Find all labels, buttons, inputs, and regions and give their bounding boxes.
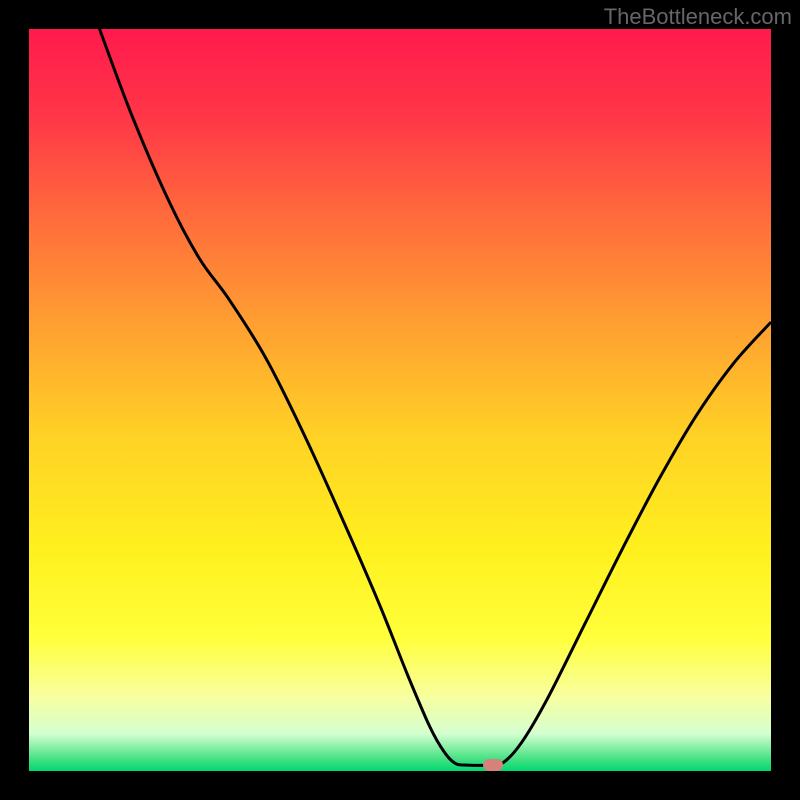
watermark-text: TheBottleneck.com [604,4,792,30]
bottleneck-curve [29,29,771,771]
bottleneck-chart [29,29,771,771]
optimal-point-marker [483,759,503,771]
